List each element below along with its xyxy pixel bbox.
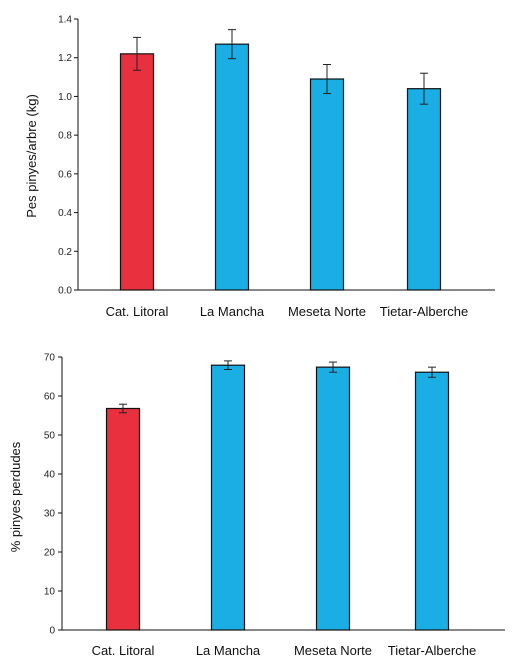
chart-lost-bar xyxy=(210,364,246,631)
chart-lost-y-label: % pinyes perdudes xyxy=(8,441,23,552)
chart-lost-category-label: Meseta Norte xyxy=(294,643,372,658)
chart-lost-plot: 0 10 20 30 40 50 60 70 Cat. Litoral La Mancha Mese… xyxy=(44,353,505,658)
chart-lost-y-tick-label: 70 xyxy=(44,353,56,364)
chart-weight: Pes pinyes/arbre (kg) 0.0 0.2 0.4 0.6 0.8 1.0… xyxy=(24,15,495,319)
chart-weight-bar xyxy=(309,78,345,291)
chart-weight-y-tick-label: 0.0 xyxy=(58,286,72,297)
chart-weight-y-tick-label: 0.4 xyxy=(58,208,72,219)
chart-weight-y-tick-label: 0.8 xyxy=(58,131,72,142)
chart-weight-y-label: Pes pinyes/arbre (kg) xyxy=(24,94,39,218)
chart-weight-category-label: Cat. Litoral xyxy=(106,304,169,319)
chart-lost-y-tick-label: 60 xyxy=(44,392,56,403)
chart-lost-y-tick-label: 0 xyxy=(49,626,55,637)
chart-lost-category-label: La Mancha xyxy=(196,643,261,658)
chart-lost: % pinyes perdudes 0 10 20 30 40 50 60 70 Cat. Li… xyxy=(8,353,505,658)
chart-weight-y-tick-label: 0.2 xyxy=(58,247,72,258)
chart-weight-plot: 0.0 0.2 0.4 0.6 0.8 1.0 1.2 1.4 Cat. Litoral La M… xyxy=(58,15,495,319)
chart-weight-category-label: La Mancha xyxy=(200,304,265,319)
chart-lost-y-tick-label: 40 xyxy=(44,470,56,481)
chart-lost-bar xyxy=(315,366,351,631)
chart-weight-bar xyxy=(119,53,155,291)
chart-lost-bar xyxy=(105,407,141,631)
chart-weight-y-tick-label: 1.2 xyxy=(58,53,72,64)
chart-weight-category-label: Meseta Norte xyxy=(288,304,366,319)
chart-weight-y-tick-label: 0.6 xyxy=(58,169,72,180)
chart-lost-y-tick-label: 20 xyxy=(44,548,56,559)
chart-weight-bar xyxy=(214,43,250,291)
chart-lost-y-tick-label: 50 xyxy=(44,431,56,442)
chart-lost-y-tick-label: 30 xyxy=(44,509,56,520)
chart-weight-y-tick-label: 1.0 xyxy=(58,92,72,103)
chart-lost-category-label: Tietar-Alberche xyxy=(388,643,476,658)
chart-lost-y-tick-label: 10 xyxy=(44,587,56,598)
chart-weight-bar xyxy=(406,88,442,291)
chart-weight-y-tick-label: 1.4 xyxy=(58,15,72,26)
chart-lost-bar xyxy=(414,371,450,631)
chart-weight-category-label: Tietar-Alberche xyxy=(380,304,468,319)
chart-lost-category-label: Cat. Litoral xyxy=(92,643,155,658)
